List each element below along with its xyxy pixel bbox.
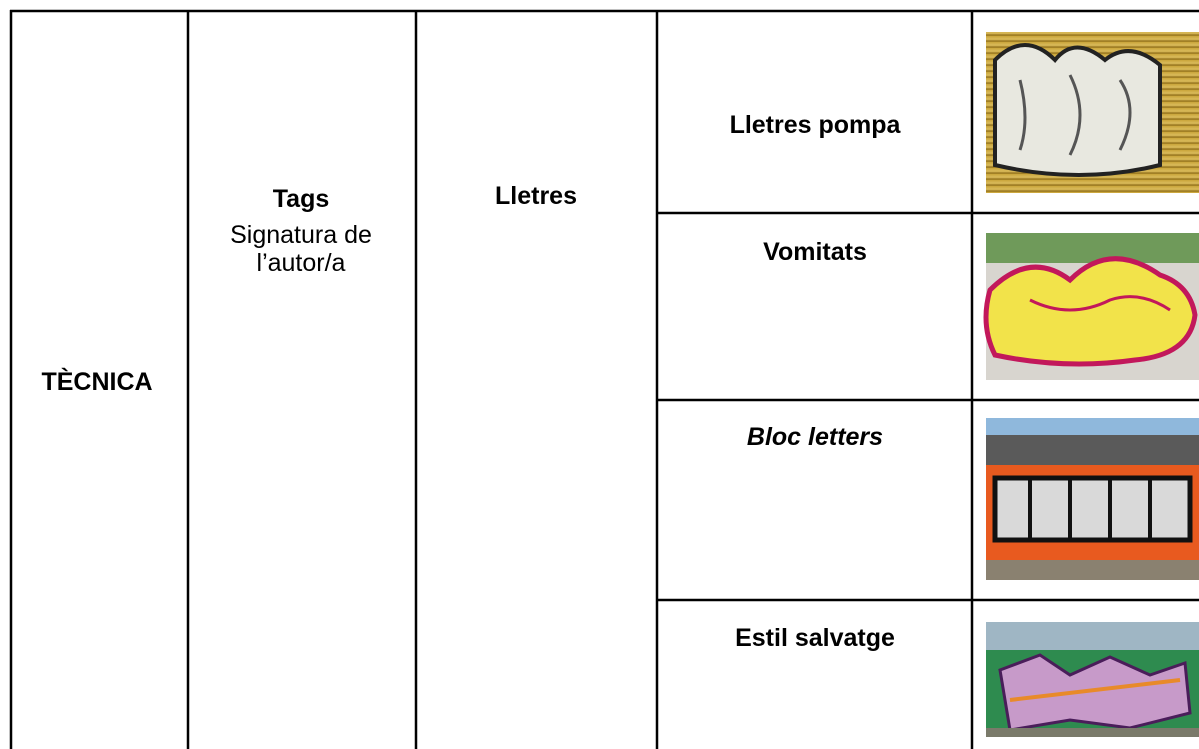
type-description: Signatura de (230, 221, 372, 249)
style-label: Estil salvatge (735, 624, 895, 652)
photo (986, 622, 1199, 737)
photo (986, 418, 1199, 580)
category-label: Lletres (495, 182, 577, 210)
style-label: Lletres pompa (730, 111, 902, 139)
photo (983, 233, 1199, 380)
style-label: Bloc letters (747, 423, 883, 451)
table-borders (9, 9, 1199, 749)
style-label: Vomitats (763, 238, 867, 266)
type-description: l’autor/a (257, 249, 346, 277)
photo (986, 32, 1199, 193)
type-title: Tags (273, 185, 330, 213)
technique-label: TÈCNICA (41, 367, 152, 396)
